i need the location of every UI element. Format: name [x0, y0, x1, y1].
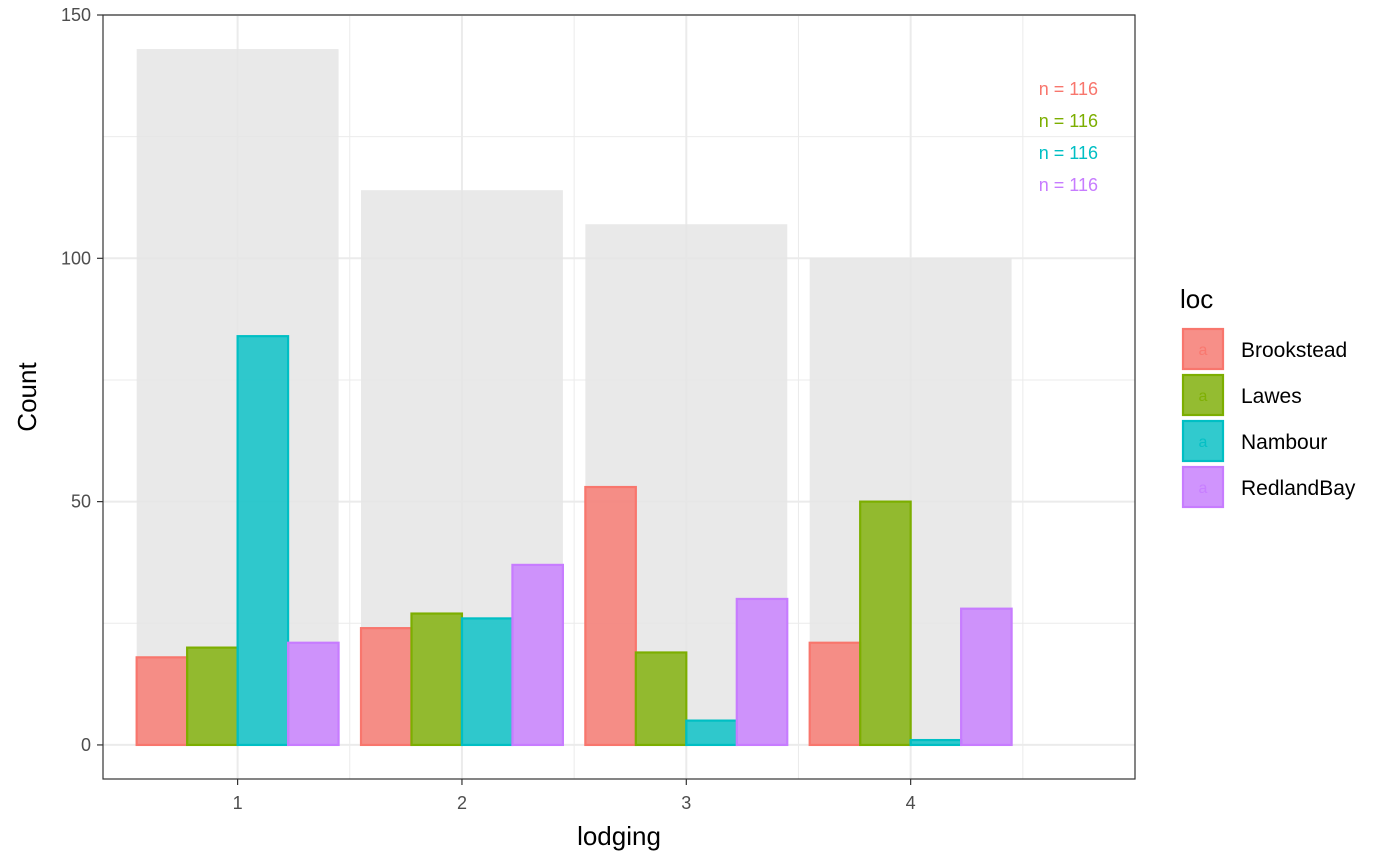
bar-brookstead	[135, 656, 189, 747]
x-axis: 1 2 3 4	[233, 779, 916, 813]
bar-redlandbay	[511, 563, 565, 747]
legend-key-glyph: a	[1199, 434, 1208, 451]
legend-key-redlandbay	[1181, 465, 1225, 509]
bar-redlandbay	[735, 597, 789, 747]
count-annotation: n = 116	[1039, 175, 1098, 195]
bar-lawes	[859, 500, 912, 747]
series-bars	[135, 335, 1013, 747]
y-axis-title: Count	[12, 362, 42, 432]
x-axis-title: lodging	[577, 821, 661, 851]
bar-lawes	[634, 651, 688, 747]
x-tick-label: 3	[681, 793, 691, 813]
bar-lawes	[410, 612, 464, 747]
y-tick-label: 100	[61, 248, 91, 268]
legend-key-nambour	[1181, 419, 1225, 463]
legend-label: Brookstead	[1241, 339, 1347, 362]
legend-key-brookstead	[1181, 327, 1225, 371]
legend-label: RedlandBay	[1241, 477, 1356, 500]
x-tick-label: 4	[906, 793, 916, 813]
count-annotation: n = 116	[1039, 79, 1098, 99]
legend-key-lawes	[1181, 373, 1225, 417]
legend-key-glyph: a	[1199, 480, 1208, 497]
y-tick-label: 0	[81, 735, 91, 755]
bar-nambour	[236, 335, 290, 747]
bar-redlandbay	[960, 607, 1013, 747]
bar-nambour	[685, 719, 738, 747]
legend-label: Lawes	[1241, 385, 1302, 408]
bar-lawes	[186, 646, 239, 747]
bar-redlandbay	[286, 641, 340, 747]
legend: loc a Brookstead a Lawes a Nambour a RedlandBay	[1180, 284, 1356, 509]
bar-brookstead	[584, 485, 637, 747]
panel-border	[102, 14, 1136, 780]
count-annotation: n = 116	[1039, 143, 1098, 163]
legend-key-glyph: a	[1199, 342, 1208, 359]
bar-nambour	[909, 738, 963, 747]
y-axis: 0 50 100 150	[61, 5, 103, 755]
y-tick-label: 50	[71, 492, 91, 512]
count-annotations: n = 116 n = 116 n = 116 n = 116	[1039, 79, 1098, 195]
legend-label: Nambour	[1241, 431, 1327, 454]
bar-brookstead	[808, 641, 862, 747]
legend-key-glyph: a	[1199, 388, 1208, 405]
y-tick-label: 150	[61, 5, 91, 25]
x-tick-label: 2	[457, 793, 467, 813]
bar-brookstead	[359, 627, 413, 747]
legend-title: loc	[1180, 284, 1213, 314]
x-tick-label: 1	[233, 793, 243, 813]
count-annotation: n = 116	[1039, 111, 1098, 131]
bar-nambour	[460, 617, 514, 747]
